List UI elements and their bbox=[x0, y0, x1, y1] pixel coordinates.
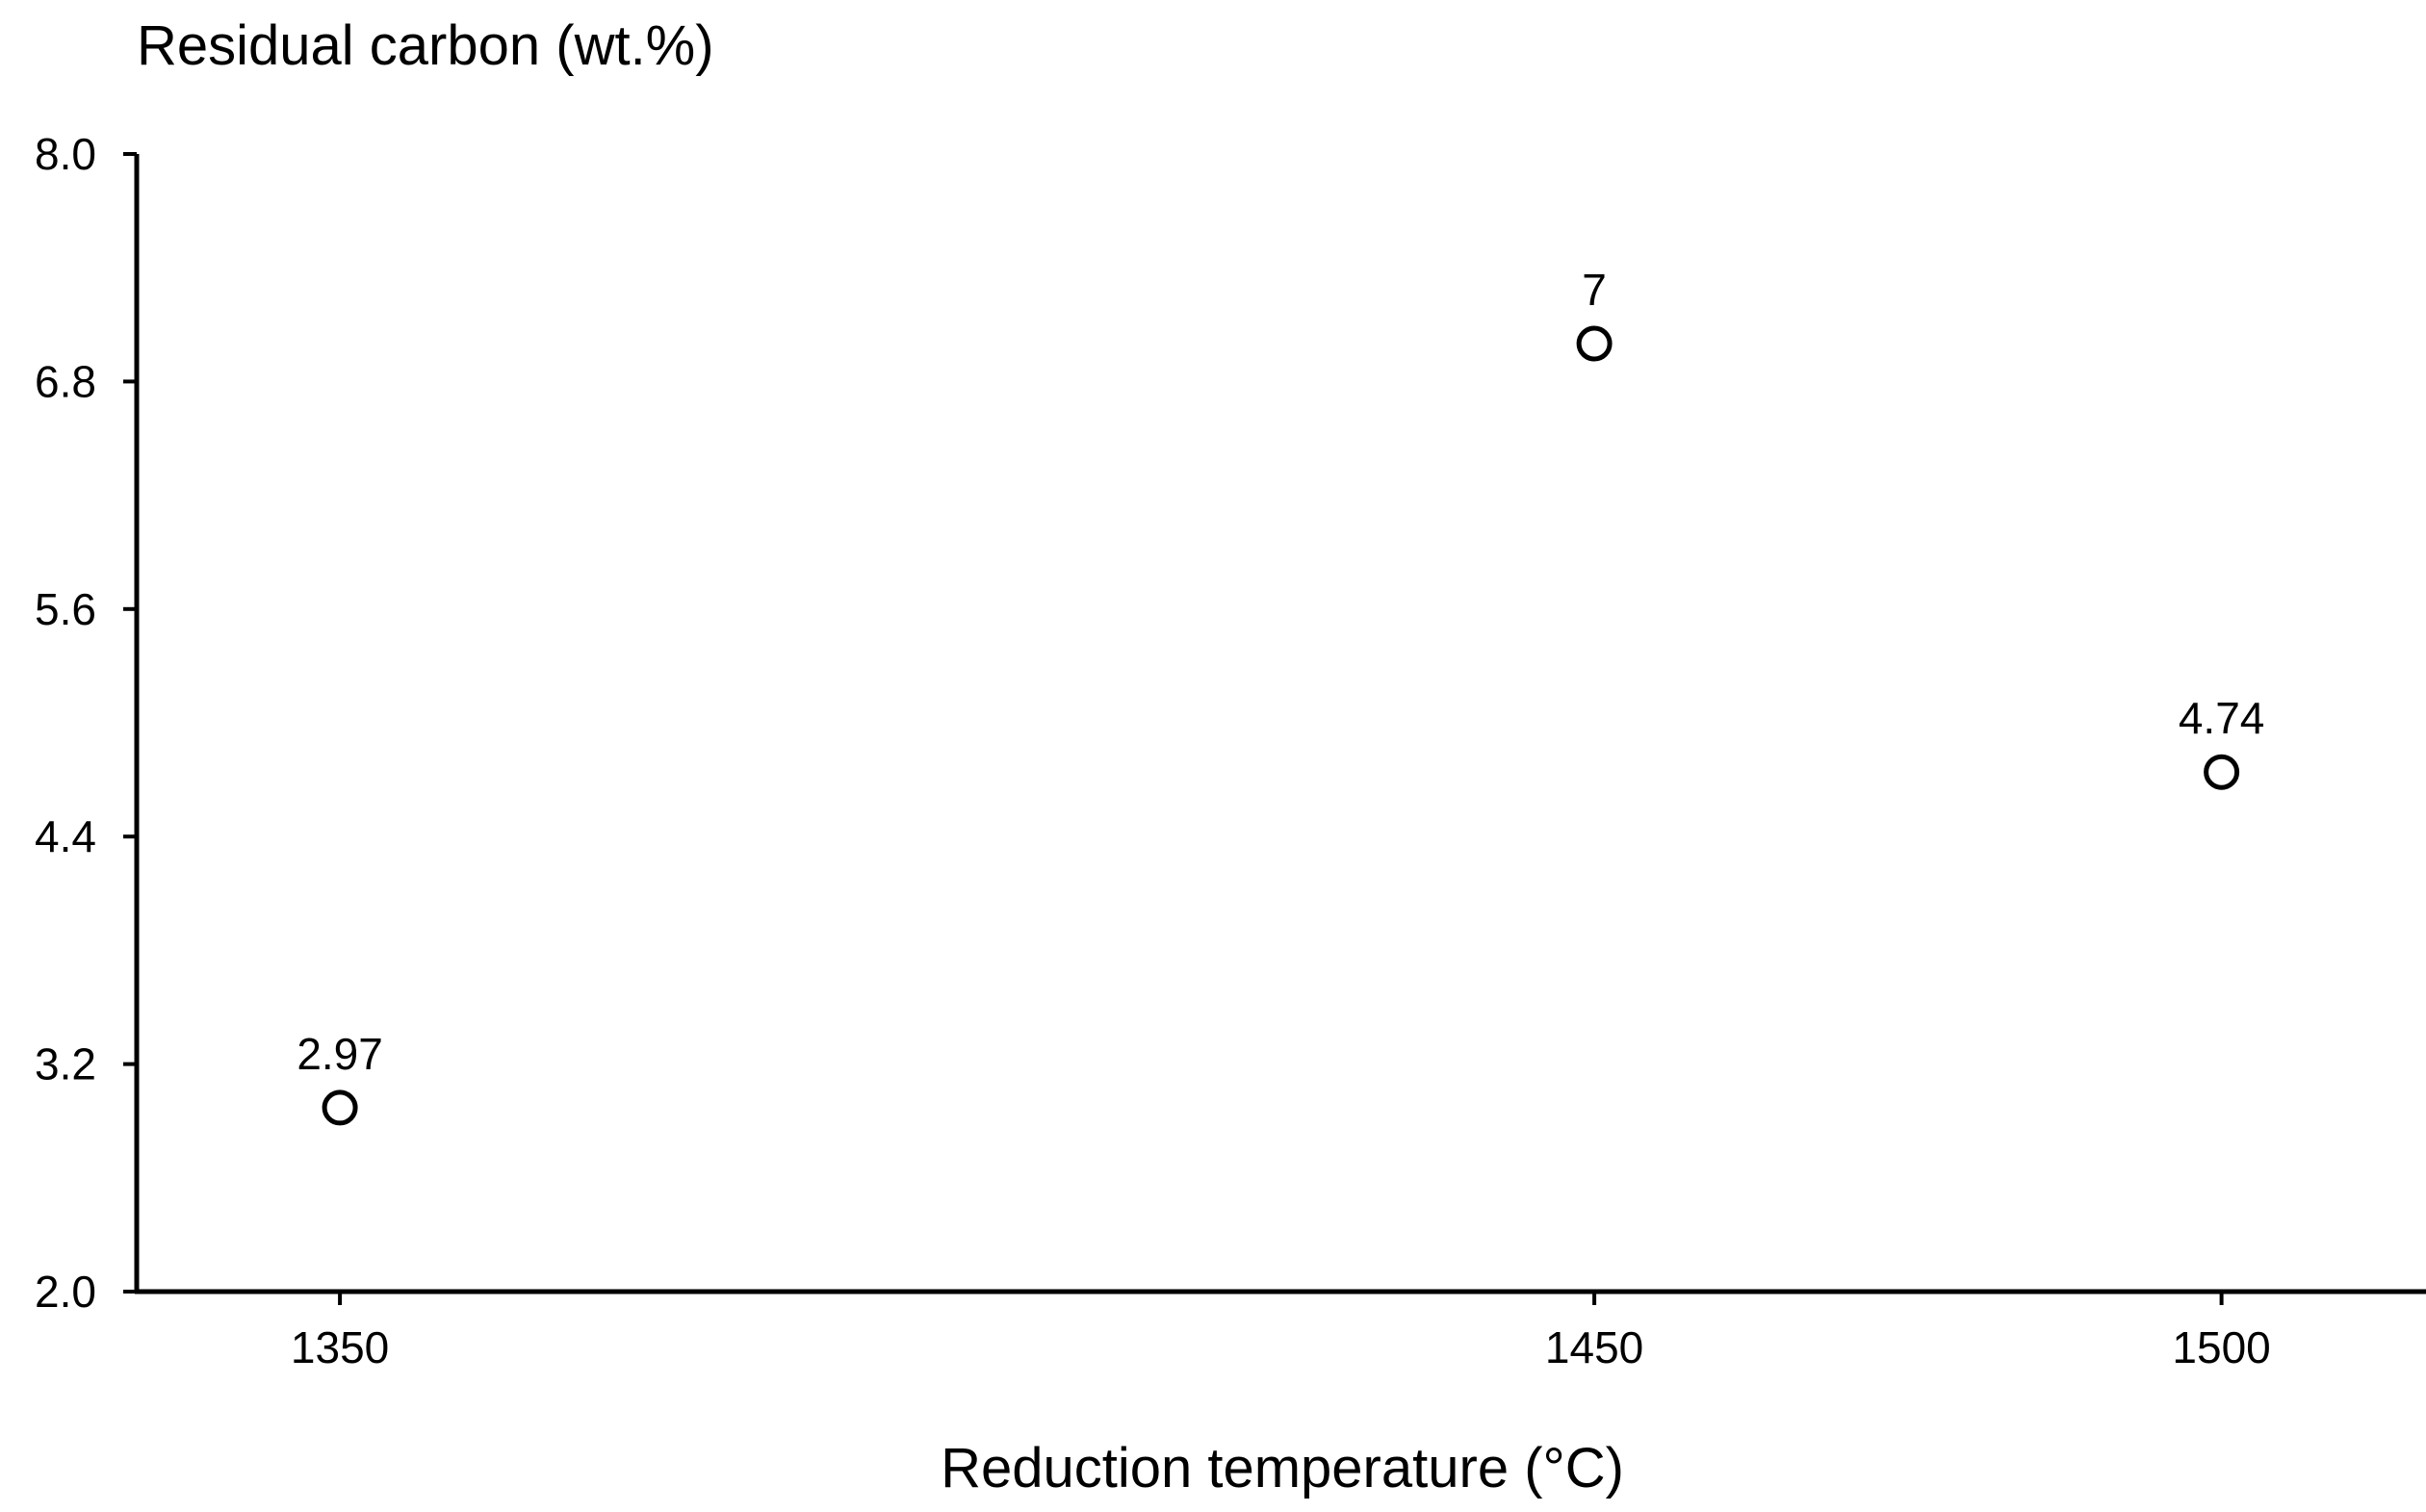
x-tick-label: 1450 bbox=[1545, 1322, 1643, 1372]
y-tick-label: 4.4 bbox=[35, 811, 96, 861]
y-tick-label: 8.0 bbox=[35, 129, 96, 179]
data-label: 7 bbox=[1582, 265, 1607, 315]
y-tick-label: 5.6 bbox=[35, 584, 96, 634]
x-axis-title: Reduction temperature (°C) bbox=[941, 1437, 1624, 1499]
data-label: 2.97 bbox=[297, 1029, 383, 1079]
y-axis-ticks: 2.0 3.2 4.4 5.6 6.8 8.0 bbox=[35, 129, 137, 1317]
x-axis-ticks: 1350 1450 1500 bbox=[291, 1292, 2271, 1372]
data-label: 4.74 bbox=[2179, 693, 2265, 743]
x-tick-label: 1500 bbox=[2172, 1322, 2270, 1372]
x-tick-label: 1350 bbox=[291, 1322, 389, 1372]
y-tick-label: 3.2 bbox=[35, 1039, 96, 1089]
data-point bbox=[2204, 754, 2240, 790]
y-tick-label: 6.8 bbox=[35, 356, 96, 406]
data-points: 2.97 7 4.74 bbox=[297, 265, 2265, 1126]
y-tick-label: 2.0 bbox=[35, 1267, 96, 1317]
data-point bbox=[1576, 325, 1613, 362]
data-point bbox=[322, 1089, 358, 1126]
y-axis-title: Residual carbon (wt.%) bbox=[137, 14, 714, 77]
